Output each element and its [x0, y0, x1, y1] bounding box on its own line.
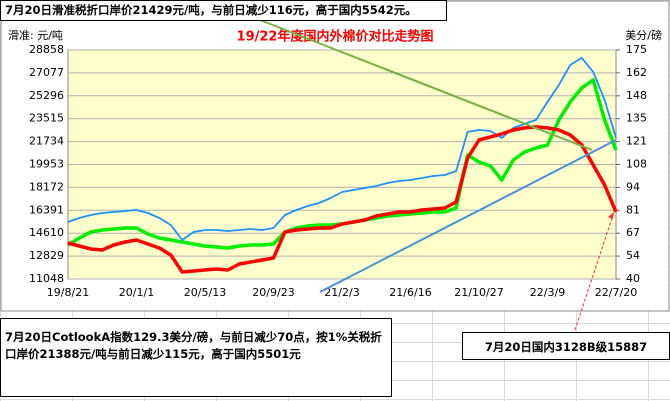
- y-tick-label: 18172: [29, 180, 64, 193]
- note-box: 7月20日国内3128B级15887: [462, 332, 670, 360]
- y-tick-label: 11048: [29, 272, 64, 285]
- y-tick-label: 25296: [29, 89, 64, 102]
- y2-tick-label: 162: [626, 66, 647, 79]
- y2-tick-label: 135: [626, 112, 647, 125]
- x-tick-label: 20/9/23: [252, 286, 294, 299]
- y2-tick-label: 40: [626, 272, 640, 285]
- y-tick-label: 27077: [29, 66, 64, 79]
- y-tick-label: 14610: [29, 226, 64, 239]
- x-tick-label: 22/7/20: [595, 286, 637, 299]
- x-tick-label: 19/8/21: [47, 286, 89, 299]
- y2-tick-label: 148: [626, 89, 647, 102]
- arrow-head: [608, 212, 614, 219]
- note-box: 7月20日CotlookA指数129.3美分/磅，与前日减少70点，按1%关税折…: [0, 318, 392, 397]
- x-tick-label: 22/3/9: [530, 286, 565, 299]
- y-tick-label: 28858: [29, 43, 64, 56]
- series-line: [67, 125, 618, 274]
- y2-axis-label: 美分/磅: [625, 28, 662, 42]
- y-tick-label: 19953: [29, 158, 64, 171]
- y-tick-label: 21734: [29, 135, 64, 148]
- y2-tick-label: 67: [626, 226, 640, 239]
- chart-title: 19/22年度国内外棉价对比走势图: [237, 29, 434, 45]
- x-tick-label: 21/10/27: [454, 286, 503, 299]
- marks: 11048 12829 14610 16391 18172 19953 21734 23515…: [29, 43, 647, 299]
- trend-line: [319, 139, 617, 293]
- y2-tick-label: 175: [626, 43, 647, 56]
- note-box: 7月20日滑准税折口岸价21429元/吨，与前日减少116元，高于国内5542元…: [0, 0, 447, 21]
- y2-tick-label: 121: [626, 135, 647, 148]
- x-tick-label: 20/5/13: [184, 286, 226, 299]
- x-tick-label: 21/2/3: [324, 286, 359, 299]
- y-axis-label: 滑准: 元/吨: [8, 29, 63, 42]
- y-tick-label: 16391: [29, 203, 64, 216]
- y2-tick-label: 108: [626, 158, 647, 171]
- arrow-line: [574, 211, 615, 331]
- y-tick-label: 23515: [29, 112, 64, 125]
- y2-tick-label: 81: [626, 203, 640, 216]
- x-tick-label: 21/6/16: [389, 286, 431, 299]
- x-tick-label: 20/1/1: [119, 286, 154, 299]
- y2-tick-label: 94: [626, 180, 640, 193]
- trend-line: [259, 19, 593, 151]
- y-tick-label: 12829: [29, 249, 64, 262]
- y2-tick-label: 54: [626, 249, 640, 262]
